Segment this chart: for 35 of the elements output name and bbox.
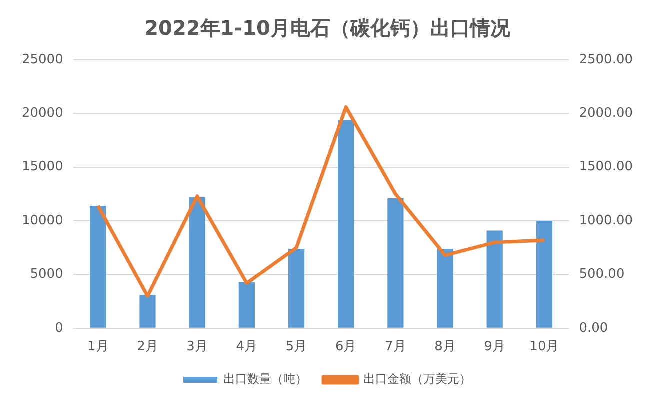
- x-tick-label: 8月: [434, 340, 456, 355]
- bar: [288, 248, 305, 328]
- x-tick-label: 7月: [385, 340, 406, 355]
- bar: [140, 295, 156, 328]
- x-tick-label: 10月: [530, 340, 560, 355]
- bar: [388, 198, 404, 328]
- bar: [189, 197, 206, 328]
- y-tick-label: 15000: [22, 160, 64, 175]
- bar: [90, 206, 106, 328]
- chart-title: 2022年1-10月电石（碳化钙）出口情况: [144, 16, 512, 40]
- legend-label: 出口数量（吨）: [224, 372, 308, 386]
- y2-tick-label: 2000.00: [579, 106, 634, 122]
- y-tick-label: 20000: [22, 106, 64, 122]
- bar: [536, 221, 553, 328]
- x-tick-label: 1月: [88, 340, 109, 355]
- bar: [338, 120, 354, 328]
- x-tick-label: 2月: [137, 340, 158, 355]
- x-tick-label: 9月: [484, 340, 506, 355]
- y-tick-label: 10000: [22, 213, 64, 228]
- y2-tick-label: 500.00: [579, 267, 625, 282]
- x-tick-label: 5月: [286, 340, 308, 355]
- x-tick-label: 4月: [236, 340, 258, 355]
- bar: [238, 282, 255, 328]
- legend-label: 出口金额（万美元）: [364, 372, 472, 386]
- y-tick-label: 0: [55, 320, 64, 336]
- y2-tick-label: 0.00: [579, 320, 608, 336]
- x-tick-label: 6月: [335, 340, 357, 355]
- bar: [486, 230, 503, 328]
- y2-tick-label: 1500.00: [579, 160, 634, 175]
- bar: [437, 248, 454, 328]
- y2-tick-label: 1000.00: [579, 213, 634, 228]
- y-tick-label: 25000: [22, 52, 64, 68]
- y-tick-label: 5000: [30, 267, 64, 282]
- x-tick-label: 3月: [186, 340, 208, 355]
- y2-tick-label: 2500.00: [579, 52, 634, 68]
